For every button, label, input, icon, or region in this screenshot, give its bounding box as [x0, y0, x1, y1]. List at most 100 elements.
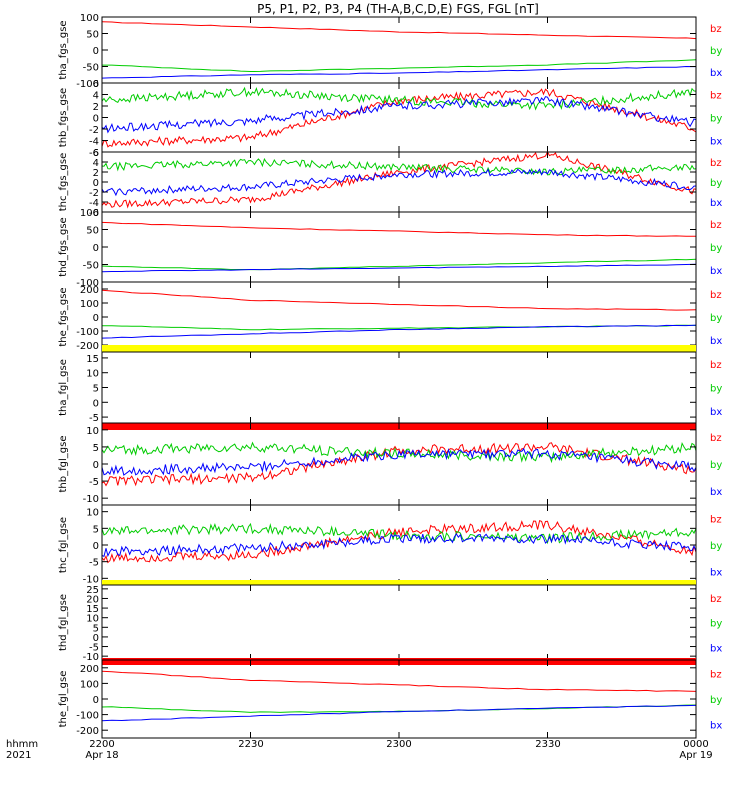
legend-bx: bx — [710, 266, 722, 277]
x-tick-label-2300: 2300 — [386, 739, 411, 750]
panel-thd_fgs_gse: 100 50 0 -50 -100 thd_fgs_gse bz by bx — [58, 208, 722, 289]
y-tick-label: -50 — [83, 261, 99, 272]
legend-bz: bz — [710, 220, 722, 231]
y-tick-label: -6 — [89, 148, 99, 159]
x-date-label-end: Apr 19 — [679, 750, 712, 761]
legend-bz: bz — [710, 91, 722, 102]
y-axis-label: the_fgs_gse — [58, 287, 69, 346]
y-tick-label: -2 — [89, 125, 99, 136]
panel-frame — [101, 504, 697, 586]
status-flag-bar — [102, 345, 696, 352]
y-tick-label: -10 — [83, 494, 99, 505]
series-bx-thc_fgs_gse — [101, 168, 697, 197]
time-axis: hhmm 2021 2200 2230 2300 2330 0000 Apr 1… — [6, 739, 713, 761]
series-bz-thb_fgs_gse — [101, 88, 697, 148]
legend-bz: bz — [710, 669, 722, 680]
panel-frame — [101, 659, 697, 739]
legend-by: by — [710, 313, 722, 324]
y-tick-label: -50 — [83, 63, 99, 74]
series-bz-the_fgs_gse — [101, 289, 697, 311]
y-tick-label: -200 — [76, 726, 99, 737]
series-bz-thd_fgs_gse — [101, 221, 696, 237]
y-tick-label: 0 — [93, 243, 99, 254]
series-by-thc_fgs_gse — [101, 157, 697, 176]
y-tick-label: 15 — [86, 604, 99, 615]
x-row-label-year: 2021 — [6, 750, 31, 761]
y-axis-label: thc_fgs_gse — [58, 153, 69, 212]
legend-bx: bx — [710, 643, 722, 654]
y-axis-label: tha_fgl_gse — [58, 359, 69, 416]
series-bz-thc_fgs_gse — [101, 150, 697, 209]
legend-by: by — [710, 541, 722, 552]
y-tick-label: 6 — [93, 148, 99, 159]
legend-bx: bx — [710, 407, 722, 418]
y-tick-label: 5 — [93, 384, 99, 395]
y-tick-label: 0 — [93, 460, 99, 471]
series-bx-thb_fgl_gse — [101, 447, 697, 476]
panel-frame — [101, 281, 697, 353]
legend-bz: bz — [710, 158, 722, 169]
legend-bx: bx — [710, 68, 722, 79]
legend-by: by — [710, 619, 722, 630]
series-bz-the_fgl_gse — [101, 670, 697, 692]
y-tick-label: -100 — [76, 278, 99, 289]
y-tick-label: 10 — [86, 508, 99, 519]
legend-bx: bx — [710, 567, 722, 578]
y-tick-label: -100 — [76, 327, 99, 338]
y-tick-label: 6 — [93, 79, 99, 90]
legend-by: by — [710, 460, 722, 471]
series-bx-tha_fgs_gse — [101, 65, 697, 79]
y-tick-label: -10 — [83, 574, 99, 585]
legend-by: by — [710, 695, 722, 706]
y-tick-label: -100 — [76, 711, 99, 722]
series-by-tha_fgs_gse — [102, 59, 697, 73]
legend-by: by — [710, 114, 722, 125]
legend-bx: bx — [710, 487, 722, 498]
y-tick-label: -5 — [89, 477, 99, 488]
y-tick-label: 0 — [93, 178, 99, 189]
y-tick-label: 200 — [80, 285, 99, 296]
y-axis-label: the_fgl_gse — [58, 671, 69, 728]
y-tick-label: -5 — [89, 558, 99, 569]
y-axis-label: thd_fgs_gse — [58, 217, 69, 276]
y-tick-label: 50 — [86, 226, 99, 237]
y-tick-label: -6 — [89, 208, 99, 219]
series-by-the_fgs_gse — [102, 324, 697, 331]
y-tick-label: -4 — [89, 198, 99, 209]
y-axis-label: thc_fgl_gse — [58, 517, 69, 573]
y-tick-label: 5 — [93, 524, 99, 535]
y-tick-label: 4 — [93, 158, 99, 169]
series-by-thc_fgl_gse — [101, 522, 697, 545]
legend-bx: bx — [710, 198, 722, 209]
y-tick-label: 0 — [93, 633, 99, 644]
series-by-thb_fgl_gse — [101, 441, 697, 464]
x-row-label-hhmm: hhmm — [6, 739, 38, 750]
panel-tha_fgs_gse: 100 50 0 -50 -100 tha_fgs_gse bz by bx — [58, 13, 722, 90]
series-by-thb_fgs_gse — [101, 86, 697, 111]
series-bx-thc_fgl_gse — [101, 533, 697, 558]
x-date-label-start: Apr 18 — [85, 750, 118, 761]
legend-bz: bz — [710, 360, 722, 371]
series-bz-thc_fgl_gse — [101, 520, 697, 564]
y-tick-label: -5 — [89, 413, 99, 424]
legend-bz: bz — [710, 515, 722, 526]
legend-by: by — [710, 243, 722, 254]
panel-tha_fgl_gse: 15 10 5 0 -5 tha_fgl_gse bz by bx — [58, 351, 722, 424]
status-flag-bar — [102, 580, 696, 585]
panel-thb_fgl_gse: 10 5 0 -5 -10 thb_fgl_gse bz by bx — [58, 422, 722, 506]
panel-frame — [101, 422, 697, 506]
x-tick-label-2330: 2330 — [535, 739, 560, 750]
panel-frame — [101, 151, 697, 213]
y-tick-label: 20 — [86, 594, 99, 605]
y-axis-label: thd_fgl_gse — [58, 594, 69, 651]
legend-bz: bz — [710, 24, 722, 35]
y-tick-label: 200 — [80, 664, 99, 675]
series-by-thd_fgs_gse — [101, 258, 697, 271]
y-tick-label: 4 — [93, 91, 99, 102]
y-tick-label: 10 — [86, 426, 99, 437]
y-tick-label: 2 — [93, 102, 99, 113]
